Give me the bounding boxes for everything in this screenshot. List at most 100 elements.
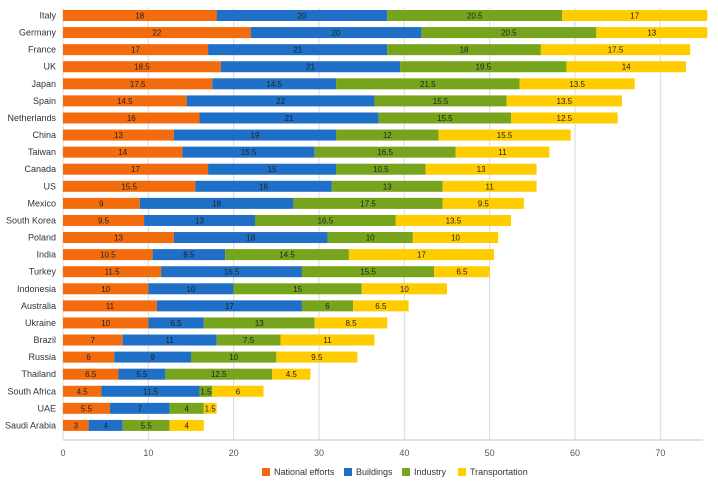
bar-segment [63,44,209,56]
data-label: 15.5 [497,131,513,140]
bar-segment [314,146,456,158]
data-label: 6.5 [456,268,468,277]
data-label: 17 [225,302,234,311]
country-label: Saudi Arabia [5,420,56,430]
data-label: 4 [185,421,190,430]
data-label: 16.5 [318,216,334,225]
bar-segment [195,180,332,192]
bar-segment [336,129,439,141]
data-label: 21 [306,63,315,72]
bar-segment [374,95,507,107]
bar-segment [293,197,443,209]
bar-segment [139,197,294,209]
data-label: 13 [195,216,204,225]
country-labels: Italy Germany France UK Japan Spain Netherland… [5,11,57,431]
legend-swatch [402,468,410,476]
bar-segment [562,10,708,21]
data-label: 1.5 [205,404,217,413]
bar-segment [118,368,166,380]
data-label: 12 [383,131,392,140]
data-label: 17 [131,165,140,174]
bar-segment [225,249,349,261]
bar-segment [63,419,89,431]
bar-segment [63,146,183,158]
data-label: 4 [103,421,108,430]
data-label: 19.5 [475,63,491,72]
data-label: 7.5 [243,336,255,345]
bar-segment [353,300,409,312]
bar-segment [387,44,541,56]
bar-segment [148,317,204,329]
bar-segment [88,419,123,431]
bar-segment [208,44,388,56]
bar-segment [378,112,511,124]
data-label: 21.5 [420,80,436,89]
data-label: 13.5 [557,97,573,106]
country-label: France [28,45,56,55]
data-label: 18 [246,234,255,243]
data-label: 10 [366,234,375,243]
bar-segment [250,27,422,39]
country-label: Thailand [21,369,56,379]
bar-segment [63,78,213,90]
bar-segment [327,232,413,244]
country-label: South Korea [6,215,56,225]
data-label: 9.5 [98,216,110,225]
bar-segment [412,232,499,244]
bar-segment [280,334,375,346]
bar-segment [156,300,302,312]
bar-segment [208,163,337,175]
data-label: 21 [293,46,302,55]
data-label: 16 [259,182,268,191]
data-label: 17 [131,46,140,55]
x-axis-ticks: 0 10 20 30 40 50 60 70 [60,448,665,458]
bar-segment [63,112,200,124]
bar-segment [331,180,443,192]
bar-segment [114,351,191,363]
bar-segment [109,402,170,414]
bar-segment [301,266,435,278]
country-label: India [36,250,56,260]
x-tick-label: 30 [314,448,324,458]
bar-segment [169,419,204,431]
data-label: 20 [332,29,341,38]
country-label: Italy [39,11,56,21]
bar-segment [63,10,217,21]
bars-layer: 18 20 20.5 17 22 20 20.5 13 17 21 18 17.5 18.5 21 19.5… [63,10,708,431]
data-label: 18.5 [134,63,150,72]
legend-label: Industry [414,467,447,477]
bar-segment [63,283,149,295]
data-label: 9 [99,199,104,208]
data-label: 14.5 [266,80,282,89]
data-label: 10 [101,319,110,328]
bar-segment [199,385,213,397]
data-label: 17 [417,251,426,260]
data-label: 15.5 [121,182,137,191]
data-label: 5.5 [136,370,148,379]
data-label: 6 [325,302,330,311]
country-label: Australia [21,301,56,311]
country-label: Indonesia [17,284,56,294]
data-label: 5.5 [81,404,93,413]
data-label: 10 [101,285,110,294]
bar-segment [161,266,302,278]
data-label: 15 [268,165,277,174]
x-tick-label: 50 [485,448,495,458]
data-label: 9 [150,353,155,362]
bar-segment [63,27,251,39]
bar-segment [63,214,145,226]
data-label: 8.5 [345,319,357,328]
bar-segment [173,232,328,244]
data-label: 15.5 [433,97,449,106]
legend-swatch [344,468,352,476]
data-label: 9.5 [478,199,490,208]
data-label: 11 [166,336,175,345]
data-label: 15 [293,285,302,294]
bar-segment [434,266,490,278]
data-label: 19 [251,131,260,140]
data-label: 18 [460,46,469,55]
data-label: 10 [229,353,238,362]
data-label: 13 [383,182,392,191]
bar-segment [438,129,571,141]
